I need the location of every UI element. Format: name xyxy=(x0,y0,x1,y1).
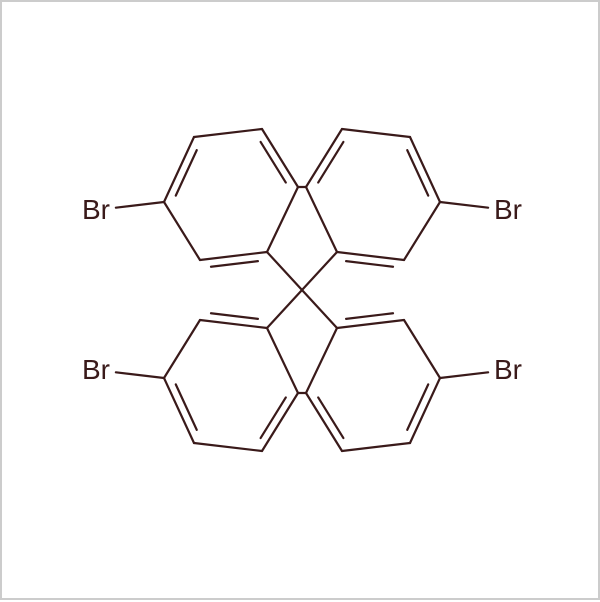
bromine-label-top-right: Br xyxy=(494,194,522,226)
bromine-label-top-left: Br xyxy=(82,194,110,226)
molecule-svg xyxy=(2,2,600,602)
bromine-label-bottom-right: Br xyxy=(494,354,522,386)
chemical-structure-stage: Br Br Br Br xyxy=(0,0,600,600)
bromine-label-bottom-left: Br xyxy=(82,354,110,386)
